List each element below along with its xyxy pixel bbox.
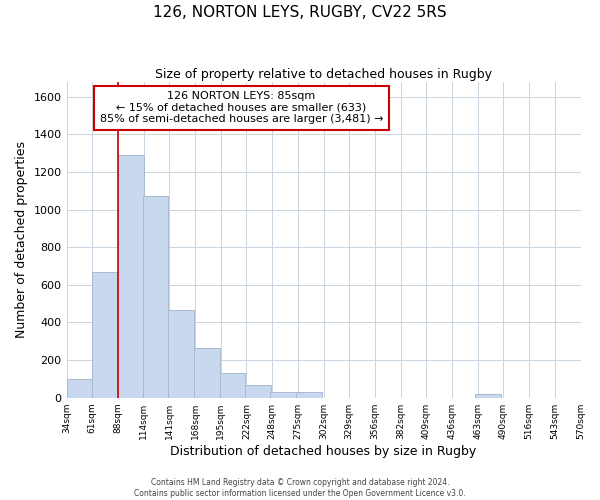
Bar	[475, 394, 500, 398]
Text: Contains HM Land Registry data © Crown copyright and database right 2024.
Contai: Contains HM Land Registry data © Crown c…	[134, 478, 466, 498]
Text: 126 NORTON LEYS: 85sqm
← 15% of detached houses are smaller (633)
85% of semi-de: 126 NORTON LEYS: 85sqm ← 15% of detached…	[100, 91, 383, 124]
Bar	[67, 379, 92, 398]
Y-axis label: Number of detached properties: Number of detached properties	[15, 141, 28, 338]
Bar	[92, 272, 118, 398]
X-axis label: Distribution of detached houses by size in Rugby: Distribution of detached houses by size …	[170, 444, 476, 458]
Bar	[118, 155, 143, 398]
Bar	[169, 310, 194, 398]
Bar	[245, 386, 271, 398]
Bar	[270, 392, 296, 398]
Bar	[143, 196, 169, 398]
Title: Size of property relative to detached houses in Rugby: Size of property relative to detached ho…	[155, 68, 492, 80]
Bar	[194, 348, 220, 398]
Bar	[220, 374, 245, 398]
Text: 126, NORTON LEYS, RUGBY, CV22 5RS: 126, NORTON LEYS, RUGBY, CV22 5RS	[153, 5, 447, 20]
Bar	[296, 392, 322, 398]
